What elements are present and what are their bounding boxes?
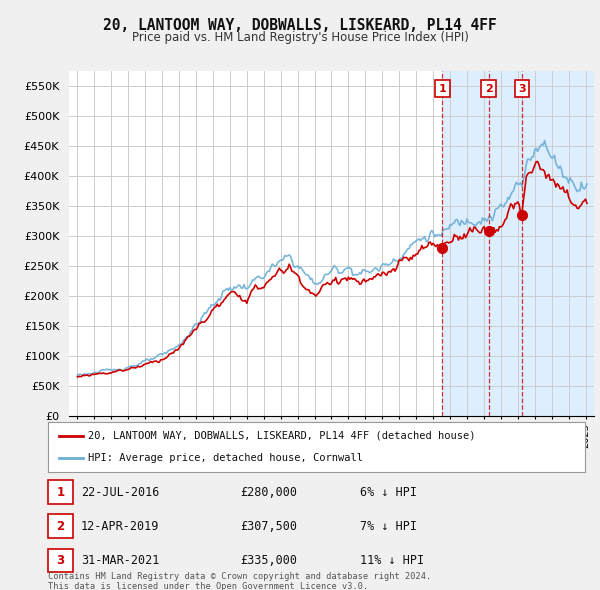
Text: 20, LANTOOM WAY, DOBWALLS, LISKEARD, PL14 4FF (detached house): 20, LANTOOM WAY, DOBWALLS, LISKEARD, PL1… [88,431,476,441]
Text: 3: 3 [56,554,65,567]
Text: Contains HM Land Registry data © Crown copyright and database right 2024.: Contains HM Land Registry data © Crown c… [48,572,431,581]
Text: 12-APR-2019: 12-APR-2019 [81,520,160,533]
Text: 1: 1 [56,486,65,499]
Text: £335,000: £335,000 [240,554,297,567]
Text: Price paid vs. HM Land Registry's House Price Index (HPI): Price paid vs. HM Land Registry's House … [131,31,469,44]
Text: This data is licensed under the Open Government Licence v3.0.: This data is licensed under the Open Gov… [48,582,368,590]
Text: 20, LANTOOM WAY, DOBWALLS, LISKEARD, PL14 4FF: 20, LANTOOM WAY, DOBWALLS, LISKEARD, PL1… [103,18,497,32]
Text: 1: 1 [439,84,446,94]
Text: 7% ↓ HPI: 7% ↓ HPI [360,520,417,533]
Bar [442,71,594,416]
Text: 2: 2 [56,520,65,533]
Text: 11% ↓ HPI: 11% ↓ HPI [360,554,424,567]
Text: £307,500: £307,500 [240,520,297,533]
Text: HPI: Average price, detached house, Cornwall: HPI: Average price, detached house, Corn… [88,453,363,463]
Text: 6% ↓ HPI: 6% ↓ HPI [360,486,417,499]
Text: 31-MAR-2021: 31-MAR-2021 [81,554,160,567]
Text: 2: 2 [485,84,493,94]
Text: 22-JUL-2016: 22-JUL-2016 [81,486,160,499]
Text: 3: 3 [518,84,526,94]
Text: £280,000: £280,000 [240,486,297,499]
